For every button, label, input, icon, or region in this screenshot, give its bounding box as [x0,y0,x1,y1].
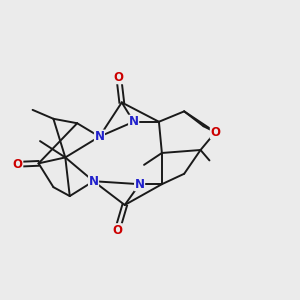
Text: O: O [112,224,122,237]
Text: N: N [135,178,145,191]
Text: N: N [88,175,98,188]
Text: N: N [129,115,139,128]
Text: O: O [114,71,124,84]
Text: O: O [13,158,23,171]
Text: O: O [210,126,220,139]
Text: N: N [94,130,104,143]
